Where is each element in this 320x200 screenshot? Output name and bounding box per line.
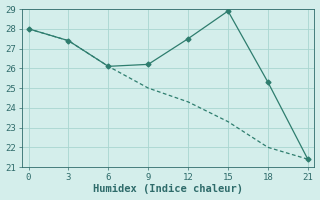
X-axis label: Humidex (Indice chaleur): Humidex (Indice chaleur) <box>93 184 243 194</box>
